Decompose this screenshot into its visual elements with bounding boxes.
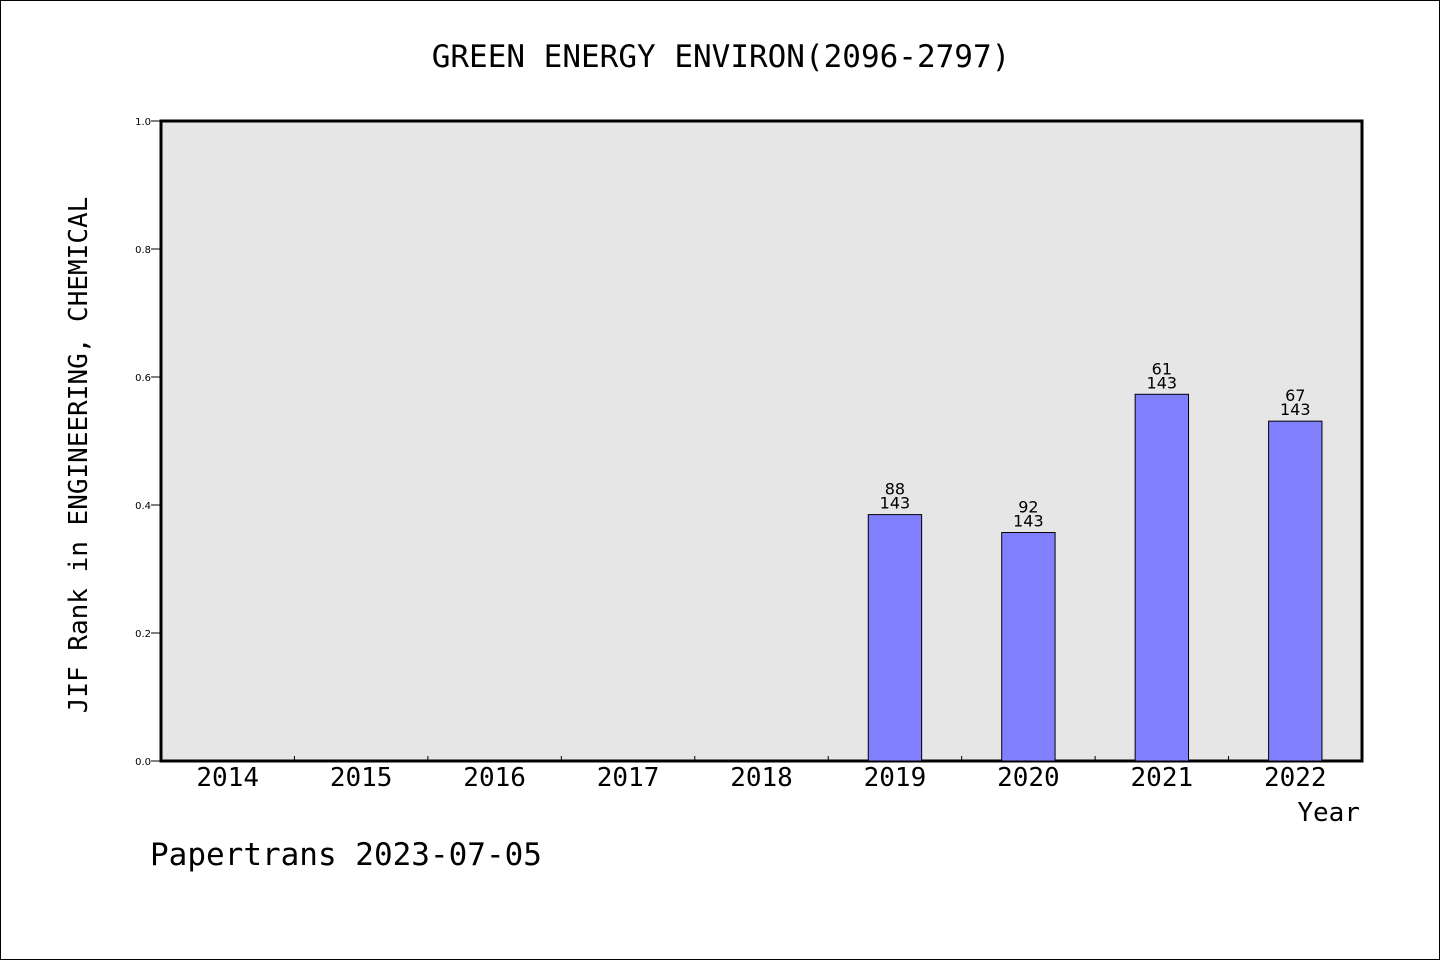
bar-rank-label: 67 (1285, 386, 1305, 405)
bar-total-label: 143 (880, 494, 911, 513)
x-tick-label: 2017 (597, 763, 660, 793)
x-tick-label: 2018 (730, 763, 793, 793)
x-tick-label: 2015 (330, 763, 393, 793)
y-tick-label: 0.0 (135, 757, 151, 768)
bar-rank-label: 88 (885, 480, 905, 499)
x-axis: 2014 2015 2016 2017 2018 2019 2020 2021 2022 (196, 756, 1327, 793)
x-tick-label: 2016 (463, 763, 526, 793)
chart-title: GREEN ENERGY ENVIRON(2096-2797) (432, 39, 1011, 75)
bar-total-label: 143 (1147, 373, 1178, 392)
y-tick-label: 1.0 (135, 117, 151, 128)
bar (1001, 532, 1056, 762)
y-tick-label: 0.2 (135, 629, 151, 640)
x-tick-label: 2020 (997, 763, 1060, 793)
y-axis: 0.0 0.2 0.4 0.6 0.8 1.0 (135, 117, 161, 768)
y-axis-label: JIF Rank in ENGINEERING, CHEMICAL (64, 197, 94, 714)
x-tick-label: 2014 (196, 763, 259, 793)
bar-series (867, 393, 1323, 762)
y-tick-label: 0.6 (135, 373, 151, 384)
y-tick-label: 0.4 (135, 501, 151, 512)
bar (1134, 393, 1190, 762)
bar-total-label: 143 (1013, 512, 1044, 531)
footer-stamp: Papertrans 2023-07-05 (150, 837, 542, 873)
bar-rank-label: 92 (1018, 498, 1038, 517)
x-tick-label: 2019 (864, 763, 927, 793)
x-tick-label: 2022 (1264, 763, 1327, 793)
bar (1268, 420, 1323, 762)
x-tick-label: 2021 (1131, 763, 1194, 793)
bar-total-label: 143 (1280, 400, 1311, 419)
y-tick-label: 0.8 (135, 245, 151, 256)
bar-rank-label: 61 (1152, 359, 1172, 378)
bar (867, 514, 923, 762)
x-axis-label: Year (1297, 798, 1360, 828)
